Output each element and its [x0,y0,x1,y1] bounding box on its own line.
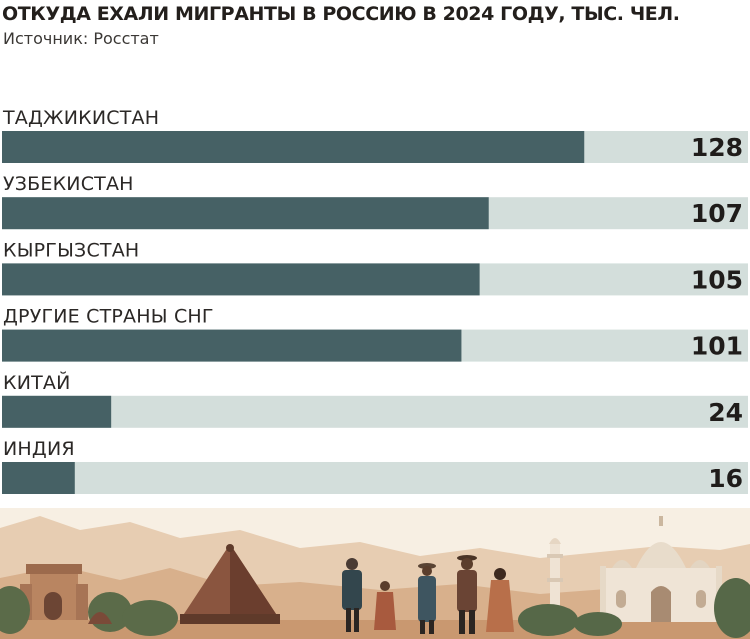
value-label: 105 [691,265,743,294]
category-label: ИНДИЯ [3,438,75,460]
travel-landmarks-illustration [0,508,750,639]
value-label: 107 [691,199,743,228]
category-label: ТАДЖИКИСТАН [2,107,159,129]
bar [2,462,75,494]
category-label: ДРУГИЕ СТРАНЫ СНГ [3,306,214,328]
bar-chart: ТАДЖИКИСТАН 128 УЗБЕКИСТАН 107 КЫРГЫЗСТАН 105… [2,107,748,494]
bar [2,329,462,362]
yurt-icon [88,612,112,624]
category-label: КИТАЙ [3,371,71,394]
fortress-icon [20,564,88,620]
bar [2,197,489,230]
value-label: 24 [708,398,743,427]
trees-right-icon [518,578,750,638]
bar [2,263,480,296]
minaret-icon [547,538,563,622]
pyramid-icon [180,544,280,624]
category-label: УЗБЕКИСТАН [3,173,134,195]
bar-track [2,395,748,428]
travelers-icon [342,555,514,634]
bar [2,131,585,163]
chart-title: ОТКУДА ЕХАЛИ МИГРАНТЫ В РОССИЮ В 2024 ГО… [2,3,680,25]
value-label: 16 [708,464,743,493]
bar-track [2,462,748,494]
value-label: 101 [691,332,743,361]
value-label: 128 [691,133,743,162]
bar [2,395,112,428]
chart-source: Источник: Росстат [3,29,159,48]
category-label: КЫРГЫЗСТАН [3,239,139,261]
